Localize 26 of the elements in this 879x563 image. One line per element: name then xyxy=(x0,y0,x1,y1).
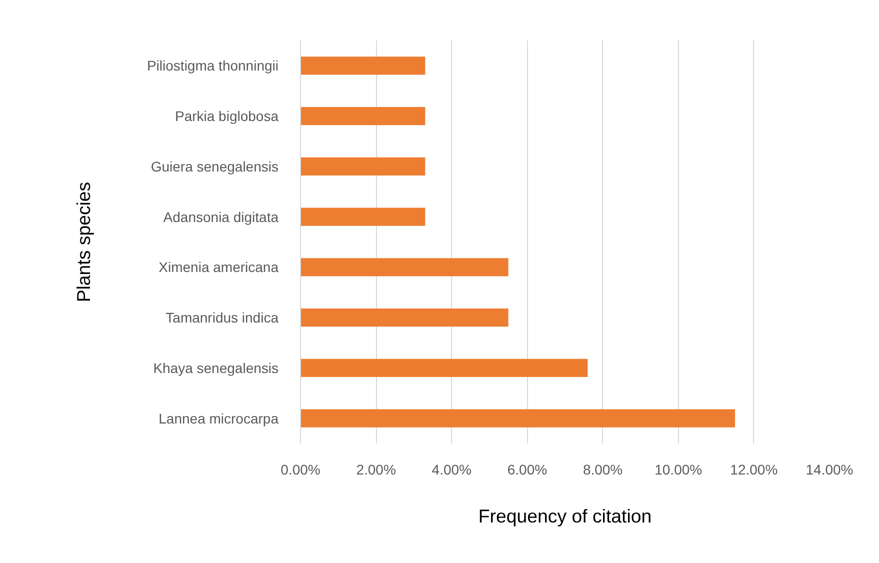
y-tick-label: Khaya senegalensis xyxy=(153,360,279,376)
x-tick-label: 2.00% xyxy=(356,462,396,478)
y-tick-label: Adansonia digitata xyxy=(163,208,279,225)
x-tick-label: 8.00% xyxy=(582,462,623,478)
bar xyxy=(300,308,508,327)
y-tick-label: Ximenia americana xyxy=(158,259,279,276)
y-axis-title: Plants species xyxy=(72,182,94,302)
x-tick-label: 10.00% xyxy=(654,462,702,478)
bar xyxy=(300,409,736,428)
y-tick-label: Lannea microcarpa xyxy=(158,410,279,426)
y-tick-label: Tamanridus indica xyxy=(166,310,279,326)
bar xyxy=(300,258,508,276)
bar xyxy=(300,56,426,75)
bar xyxy=(300,106,426,126)
y-tick-label: Guiera senegalensis xyxy=(150,158,279,174)
y-tick-label: Piliostigma thonningii xyxy=(146,58,279,74)
x-tick-label: 12.00% xyxy=(730,462,778,478)
x-tick-label: 0.00% xyxy=(280,462,320,478)
bar xyxy=(300,157,426,176)
bar xyxy=(300,358,588,378)
bar xyxy=(300,208,426,226)
x-axis-title: Frequency of citation xyxy=(478,506,652,526)
x-tick-label: 4.00% xyxy=(432,462,472,478)
y-tick-label: Parkia biglobosa xyxy=(174,108,279,124)
x-tick-label: 6.00% xyxy=(507,462,548,478)
x-tick-label: 14.00% xyxy=(806,462,854,478)
